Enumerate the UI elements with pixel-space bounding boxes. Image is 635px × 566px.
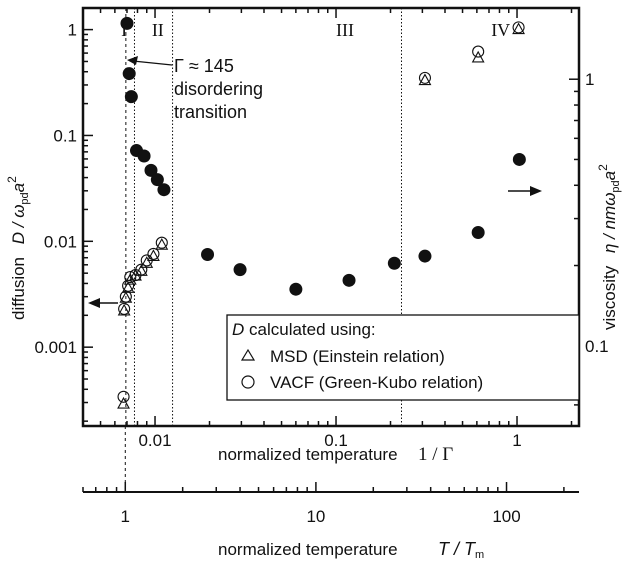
viscosity-point: [418, 249, 432, 263]
vacf-point: [472, 45, 485, 58]
annotation-arrow-line: [132, 60, 173, 66]
right-axis-arrow: [508, 186, 542, 196]
secondary-x-ticks: 1 10 100: [82, 482, 565, 526]
y2-tick-label: 0.1: [585, 337, 609, 356]
vacf-point: [140, 254, 153, 267]
region-label: III: [336, 20, 354, 40]
viscosity-point: [289, 282, 303, 296]
viscosity-point: [120, 16, 134, 30]
x2-axis-label-math: T / Tm: [438, 539, 484, 561]
msd-point: [147, 249, 160, 261]
vacf-point: [147, 247, 160, 260]
viscosity-point: [144, 163, 158, 177]
vacf-point: [512, 21, 525, 34]
svg-text:viscosity η / nmωpda2: viscosity η / nmωpda2: [596, 164, 622, 330]
y-tick-label: 0.001: [34, 338, 77, 357]
legend-circle-icon: [241, 375, 255, 389]
viscosity-point: [150, 173, 164, 187]
x2-axis-label: normalized temperature: [218, 540, 398, 559]
x-tick-label: 0.1: [324, 431, 348, 450]
transition-annotation: Γ ≈ 145 disordering transition: [127, 56, 263, 122]
vacf-point: [118, 302, 131, 315]
vacf-point: [117, 390, 130, 403]
x2-tick-label: 1: [121, 507, 130, 526]
vacf-point: [122, 279, 135, 292]
vacf-point: [155, 236, 168, 249]
x2-tick-label: 10: [306, 507, 325, 526]
msd-point: [117, 396, 130, 409]
y2-axis-label: viscosity η / nmωpda2: [596, 164, 622, 330]
x-tick-label: 0.01: [138, 431, 171, 450]
left-axis-arrow: [88, 298, 118, 308]
legend-box: [226, 314, 580, 401]
x-tick-label: 1: [512, 431, 521, 450]
legend-entry-vacf: VACF (Green-Kubo relation): [270, 373, 483, 392]
annotation-arrowhead: [127, 56, 138, 65]
viscosity-point: [124, 90, 138, 104]
plot-frame: [81, 6, 581, 428]
data-points: [117, 16, 526, 409]
vacf-point: [124, 270, 137, 284]
y-tick-label: 0.01: [44, 232, 77, 251]
msd-point: [418, 73, 432, 86]
y2-tick-label: 1: [585, 70, 594, 89]
x-axis-label-math: 1 / Γ: [418, 444, 453, 465]
viscosity-point: [471, 226, 485, 240]
region-label: IV: [491, 20, 510, 40]
region-label: I: [121, 20, 127, 40]
vacf-point: [418, 71, 432, 84]
viscosity-point: [342, 273, 356, 287]
legend-entry-msd: MSD (Einstein relation): [270, 347, 445, 366]
svg-text:diffusion D / ωpda2: diffusion D / ωpda2: [5, 176, 31, 320]
legend: D calculated using: MSD (Einstein relati…: [226, 314, 580, 401]
x2-tick-label: 100: [492, 507, 520, 526]
msd-point: [512, 22, 526, 35]
msd-point: [121, 281, 135, 293]
viscosity-point: [122, 67, 136, 81]
tick-marks: [82, 8, 579, 427]
viscosity-point: [137, 149, 151, 163]
viscosity-point: [201, 247, 215, 261]
y-tick-label: 1: [68, 21, 77, 40]
legend-triangle-icon: [240, 348, 256, 361]
viscosity-point: [512, 152, 526, 166]
annotation-line1: Γ ≈ 145: [174, 56, 234, 76]
annotation-line2: disordering: [174, 79, 263, 99]
y-axis-label: diffusion D / ωpda2: [5, 176, 31, 320]
annotation-line3: transition: [174, 102, 247, 122]
viscosity-point: [233, 263, 247, 277]
msd-point: [155, 238, 169, 250]
msd-point: [123, 272, 137, 285]
region-label: II: [152, 20, 164, 40]
viscosity-point: [387, 256, 401, 270]
region-labels: I II III IV: [121, 20, 510, 40]
y-tick-label: 0.1: [53, 126, 77, 145]
legend-title: D calculated using:: [232, 320, 376, 339]
region-boundaries: [124, 8, 402, 492]
x-axis-label: normalized temperature: [218, 445, 398, 464]
vacf-point: [135, 263, 148, 276]
tick-labels: 0.01 0.1 1 0.001 0.01 0.1 1 0.1 1: [34, 21, 608, 450]
viscosity-point: [157, 183, 171, 197]
